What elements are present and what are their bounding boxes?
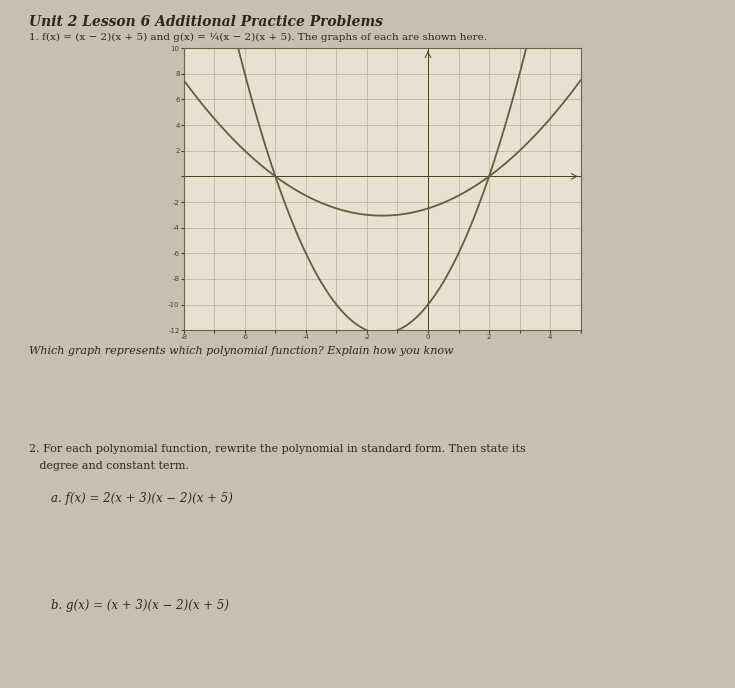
Text: Which graph represents which polynomial function? Explain how you know: Which graph represents which polynomial … [29, 346, 454, 356]
Text: b. g(x) = (x + 3)(x − 2)(x + 5): b. g(x) = (x + 3)(x − 2)(x + 5) [51, 599, 229, 612]
Text: a. f(x) = 2(x + 3)(x − 2)(x + 5): a. f(x) = 2(x + 3)(x − 2)(x + 5) [51, 492, 233, 505]
Text: 2. For each polynomial function, rewrite the polynomial in standard form. Then s: 2. For each polynomial function, rewrite… [29, 444, 526, 454]
Text: 1. f(x) = (x − 2)(x + 5) and g(x) = ¼(x − 2)(x + 5). The graphs of each are show: 1. f(x) = (x − 2)(x + 5) and g(x) = ¼(x … [29, 33, 487, 43]
Text: degree and constant term.: degree and constant term. [29, 461, 190, 471]
Text: Unit 2 Lesson 6 Additional Practice Problems: Unit 2 Lesson 6 Additional Practice Prob… [29, 15, 383, 29]
